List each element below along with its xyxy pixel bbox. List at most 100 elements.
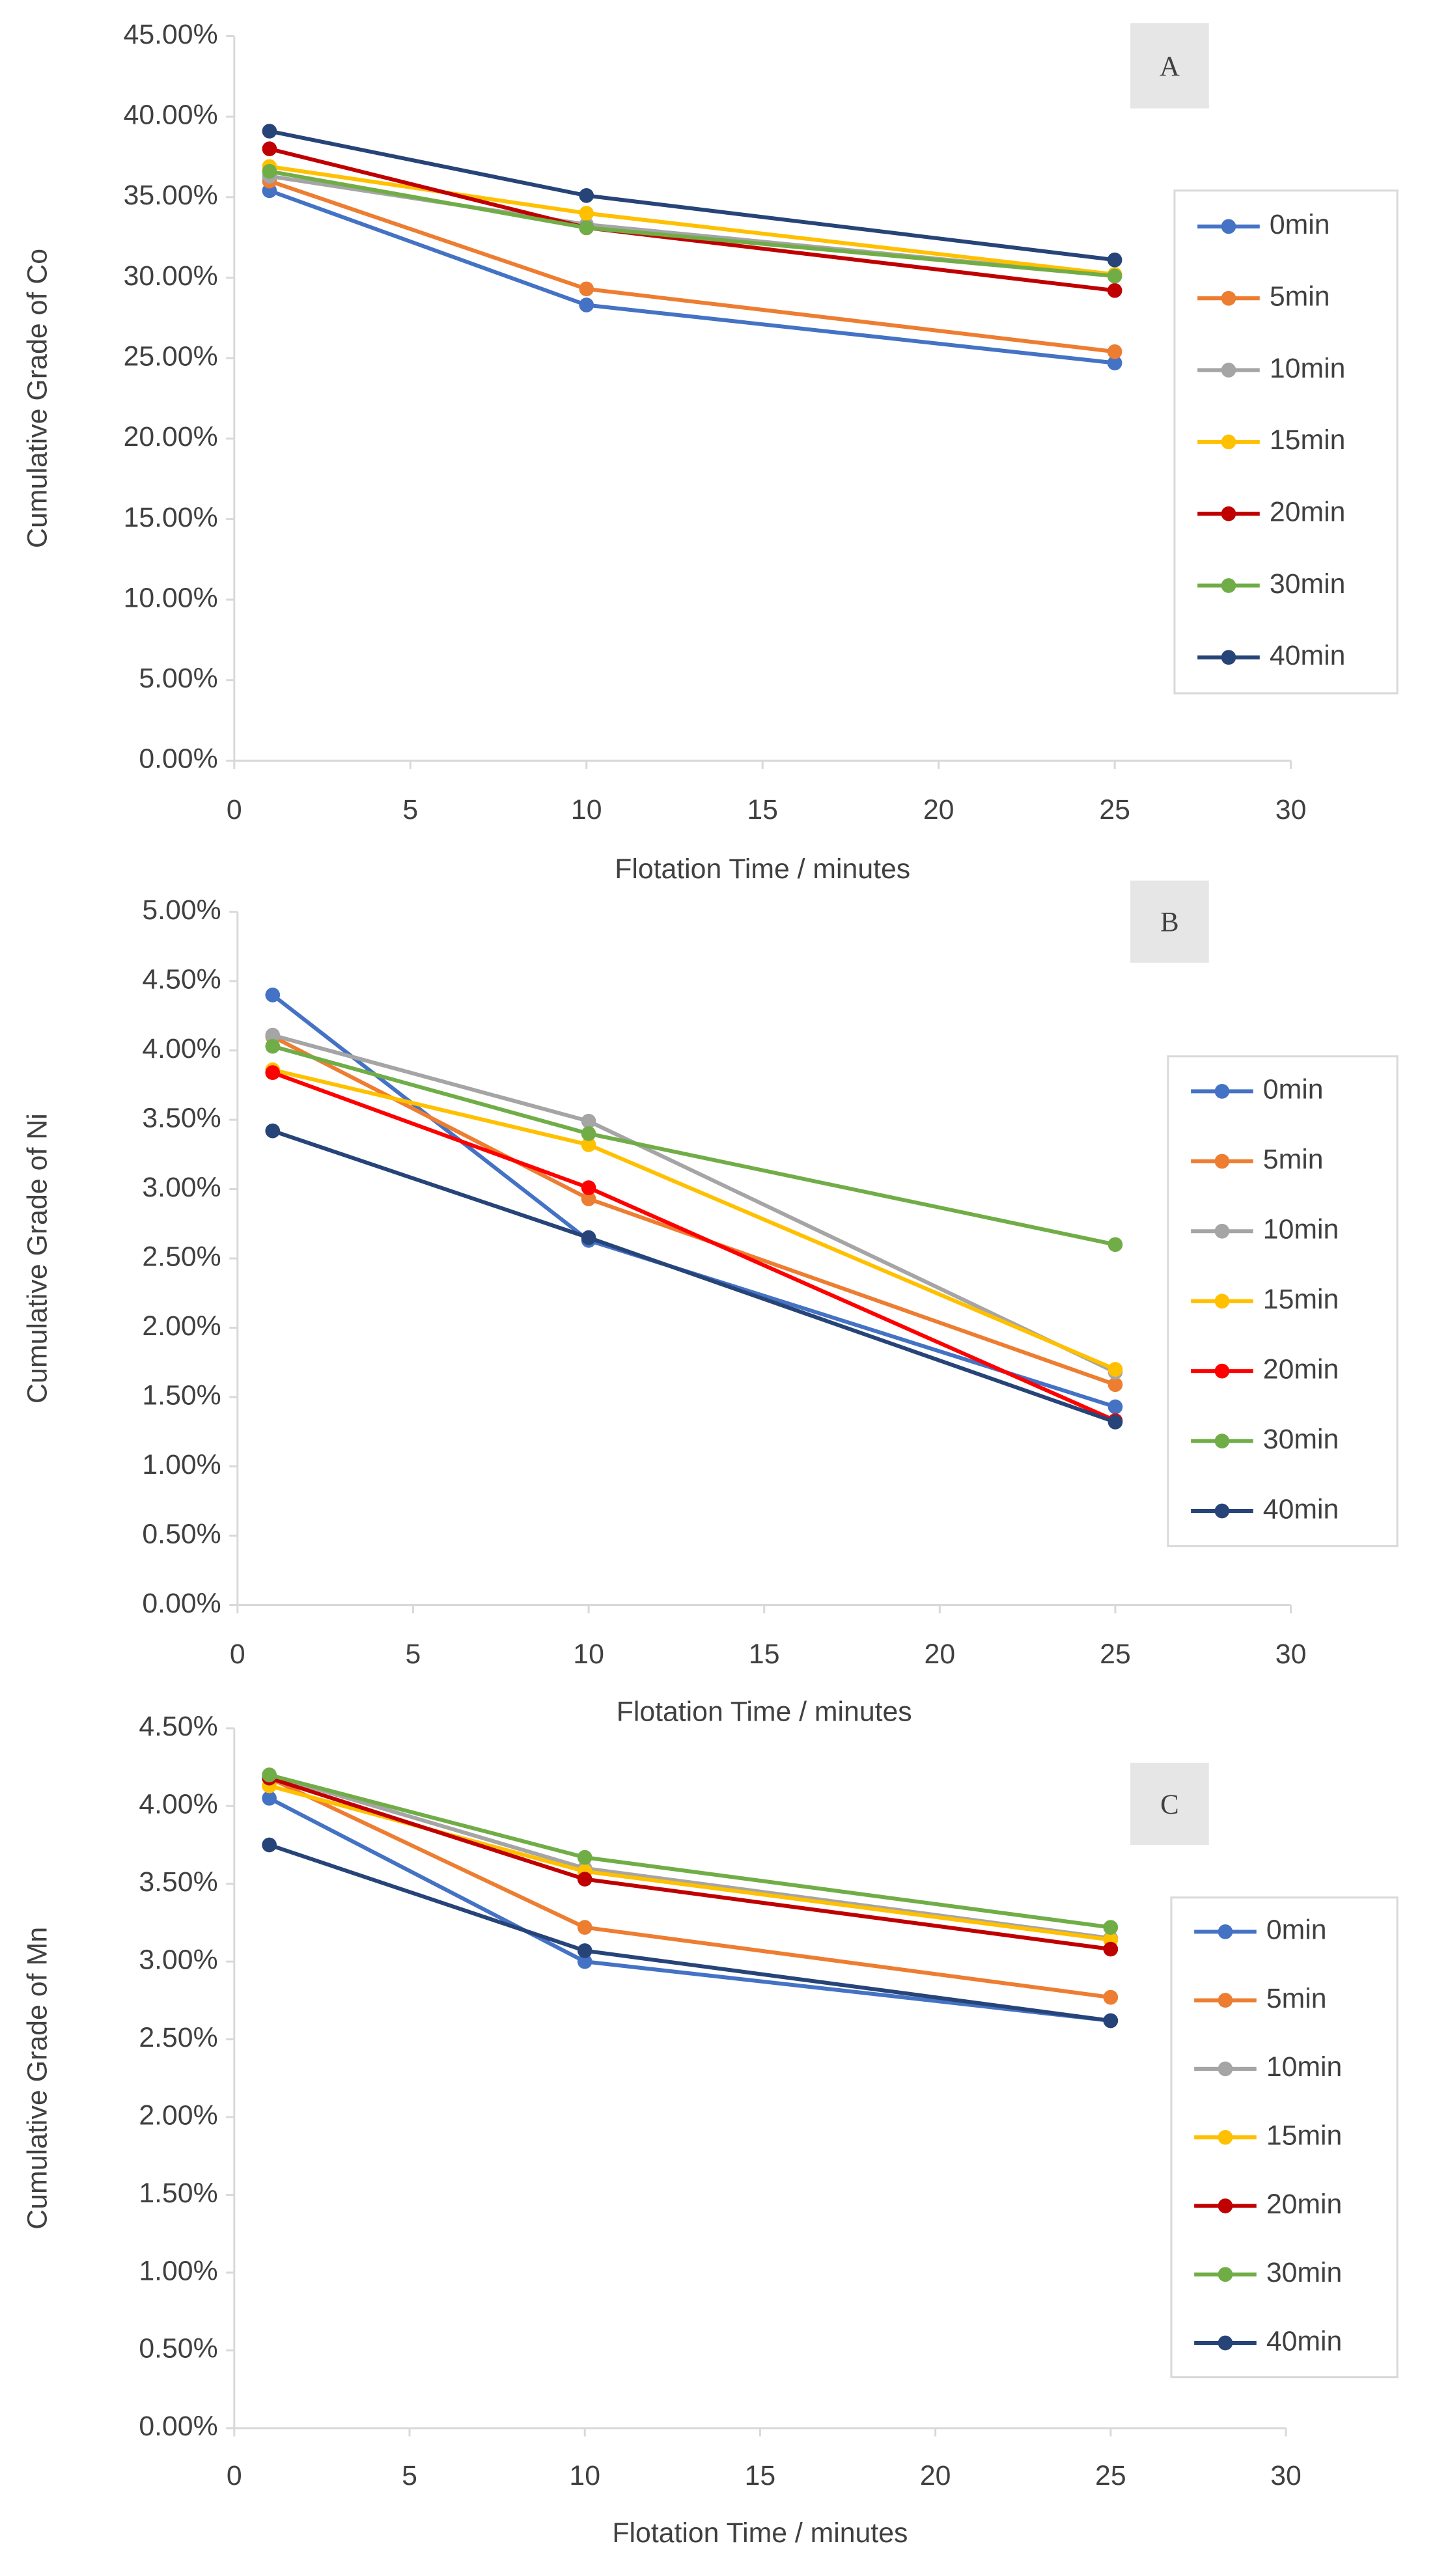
annotation-box: [1130, 1762, 1209, 1845]
data-point: [581, 1126, 596, 1141]
x-tick-label: 5: [402, 794, 418, 825]
data-point: [1108, 1362, 1123, 1377]
y-tick-label: 4.50%: [142, 963, 221, 995]
legend-label: 15min: [1270, 424, 1345, 456]
data-point: [262, 1837, 277, 1853]
x-tick-label: 0: [230, 1639, 245, 1670]
legend-marker: [1218, 1924, 1233, 1939]
y-tick-label: 1.50%: [139, 2178, 217, 2209]
data-point: [579, 188, 594, 203]
legend-label: 30min: [1270, 568, 1345, 600]
x-tick-label: 10: [571, 794, 602, 825]
legend-marker: [1218, 2335, 1233, 2351]
legend-marker: [1221, 434, 1236, 450]
x-tick-label: 25: [1099, 794, 1130, 825]
x-axis-label: Flotation Time / minutes: [615, 853, 910, 885]
legend-marker: [1221, 219, 1236, 234]
data-point: [579, 281, 594, 297]
x-tick-label: 30: [1270, 2460, 1302, 2491]
series-line: [272, 1044, 1116, 1247]
y-tick-label: 20.00%: [124, 421, 218, 452]
legend-label: 10min: [1270, 353, 1345, 384]
data-point: [265, 1065, 281, 1081]
data-point: [1103, 1920, 1119, 1935]
data-point: [265, 988, 281, 1003]
y-tick-label: 15.00%: [124, 502, 218, 533]
legend-label: 10min: [1266, 2051, 1342, 2083]
x-tick-label: 5: [406, 1639, 421, 1670]
legend-marker: [1214, 1084, 1230, 1099]
series-line: [272, 1129, 1116, 1424]
legend-marker: [1221, 363, 1236, 378]
y-axis-label: Cumulative Grade of Co: [22, 249, 53, 548]
data-point: [1103, 1941, 1119, 1957]
y-tick-label: 0.50%: [142, 1518, 221, 1549]
data-point: [262, 1790, 277, 1806]
data-point: [1107, 344, 1122, 359]
data-point: [1103, 2013, 1119, 2029]
x-tick-label: 30: [1275, 1639, 1307, 1670]
legend-label: 40min: [1270, 640, 1345, 671]
x-tick-label: 20: [920, 2460, 951, 2491]
data-point: [265, 1038, 281, 1054]
legend-marker: [1218, 2129, 1233, 2145]
data-point: [262, 124, 277, 139]
data-point: [1108, 1377, 1123, 1392]
data-point: [1108, 1399, 1123, 1415]
x-tick-label: 10: [573, 1639, 604, 1670]
data-point: [262, 1767, 277, 1782]
legend-marker: [1214, 1363, 1230, 1379]
legend-marker: [1221, 650, 1236, 665]
y-tick-label: 1.50%: [142, 1379, 221, 1411]
y-tick-label: 3.00%: [139, 1944, 217, 1975]
y-tick-label: 2.00%: [139, 2099, 217, 2131]
data-point: [1107, 355, 1122, 370]
series-line: [269, 164, 1115, 277]
data-point: [265, 1027, 281, 1043]
data-point: [1108, 1237, 1123, 1253]
data-point: [1107, 252, 1122, 268]
data-point: [579, 206, 594, 221]
y-tick-label: 2.50%: [142, 1241, 221, 1272]
data-point: [577, 1849, 592, 1865]
annotation: A: [1160, 51, 1180, 82]
y-axis-label: Cumulative Grade of Ni: [22, 1113, 53, 1404]
legend-label: 30min: [1266, 2257, 1342, 2288]
data-point: [1103, 1989, 1119, 2005]
series-line: [272, 1033, 1117, 1374]
y-tick-label: 4.00%: [142, 1033, 221, 1064]
legend-marker: [1218, 2198, 1233, 2213]
legend-label: 5min: [1263, 1144, 1324, 1175]
data-point: [1107, 283, 1122, 298]
legend-marker: [1218, 2267, 1233, 2282]
legend-label: 0min: [1263, 1074, 1324, 1105]
x-axis-label: Flotation Time / minutes: [612, 2517, 908, 2549]
y-tick-label: 4.00%: [139, 1789, 217, 1820]
data-point: [581, 1113, 596, 1129]
series-line: [272, 1034, 1116, 1387]
x-tick-label: 15: [749, 1639, 780, 1670]
data-point: [577, 1943, 592, 1958]
legend-label: 5min: [1270, 281, 1330, 312]
legend-marker: [1214, 1294, 1230, 1309]
series-line: [268, 1773, 1111, 1930]
legend-label: 20min: [1266, 2189, 1342, 2220]
legend-label: 30min: [1263, 1424, 1339, 1455]
series-line: [271, 993, 1116, 1409]
annotation-box: [1130, 880, 1209, 963]
series-line: [268, 1773, 1111, 1941]
x-tick-label: 25: [1095, 2460, 1126, 2491]
data-point: [581, 1137, 596, 1152]
series-line: [269, 146, 1115, 293]
y-tick-label: 45.00%: [124, 19, 218, 50]
y-axis-label: Cumulative Grade of Mn: [22, 1927, 53, 2230]
data-point: [265, 1123, 281, 1139]
y-tick-label: 5.00%: [142, 894, 221, 926]
y-tick-label: 1.00%: [139, 2255, 217, 2286]
legend-label: 0min: [1270, 209, 1330, 240]
x-tick-label: 0: [227, 794, 242, 825]
x-tick-label: 15: [745, 2460, 776, 2491]
data-point: [579, 220, 594, 236]
data-point: [1108, 1415, 1123, 1430]
